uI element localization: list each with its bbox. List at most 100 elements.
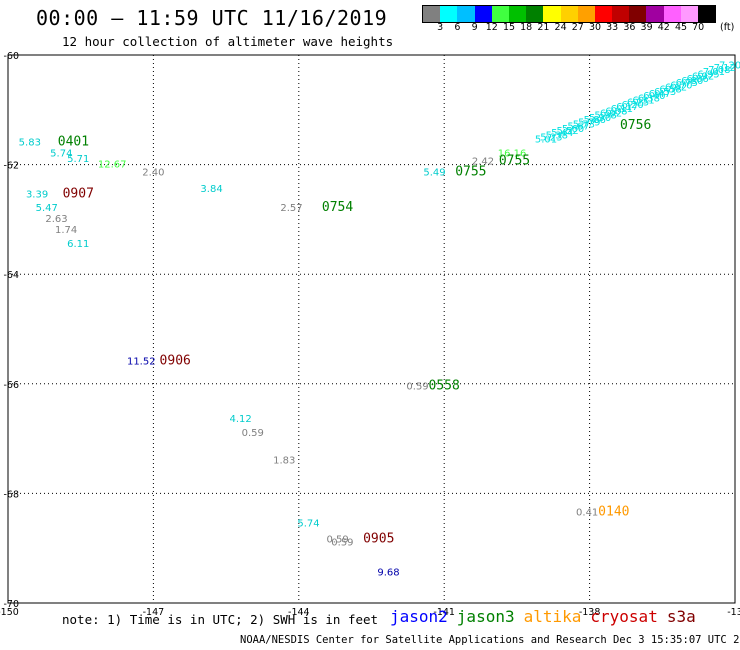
y-tick-label: -60 bbox=[3, 51, 19, 62]
track-value-label: 5.73 bbox=[573, 119, 595, 130]
color-swatch bbox=[491, 6, 509, 22]
wave-height-label: 2.63 bbox=[45, 214, 67, 225]
track-value-label: 6.92 bbox=[692, 72, 714, 83]
y-tick-label: -62 bbox=[3, 161, 19, 172]
color-swatch bbox=[663, 6, 681, 22]
track-value-label: 5.86 bbox=[584, 115, 606, 126]
track-value-label: 6.62 bbox=[665, 82, 687, 93]
legend-entry-altika: altika bbox=[523, 607, 582, 626]
wave-height-label: 5.74 bbox=[50, 148, 72, 159]
footer-note: note: 1) Time is in UTC; 2) SWH is in fe… bbox=[62, 612, 379, 627]
y-tick-label: -68 bbox=[3, 489, 19, 500]
color-swatch bbox=[457, 6, 475, 22]
pass-time-label: 0140 bbox=[598, 504, 629, 519]
track-value-label: 5.98 bbox=[594, 111, 616, 122]
page-title: 00:00 – 11:59 UTC 11/16/2019 bbox=[36, 6, 388, 30]
track-value-label: 5.23 bbox=[540, 133, 562, 144]
track-value-label: 5.90 bbox=[589, 113, 611, 124]
track-value-label: 6.08 bbox=[605, 106, 627, 117]
color-swatch bbox=[698, 6, 716, 22]
color-swatch bbox=[440, 6, 458, 22]
track-value-label: 6.20 bbox=[622, 100, 644, 111]
color-scale-tick-label: 70 bbox=[692, 22, 705, 33]
legend-entry-cryosat: cryosat bbox=[590, 607, 658, 626]
wave-height-label: 0.59 bbox=[242, 428, 264, 439]
wave-height-label: 2.57 bbox=[280, 203, 302, 214]
color-swatch bbox=[474, 6, 492, 22]
pass-time-label: 0754 bbox=[322, 200, 353, 215]
wave-height-label: 1.74 bbox=[55, 225, 77, 236]
track-value-label: 6.31 bbox=[632, 96, 654, 107]
pass-time-label: 0558 bbox=[429, 378, 460, 393]
wave-height-label: 6.11 bbox=[67, 239, 89, 250]
track-value-label: 5.67 bbox=[567, 122, 589, 133]
plot-frame bbox=[7, 54, 736, 604]
pass-time-label: 0755 bbox=[499, 154, 530, 169]
color-scale-tick-label: 39 bbox=[640, 22, 653, 33]
wave-height-label: 0.59 bbox=[406, 381, 428, 392]
wave-height-label: 11.52 bbox=[127, 357, 156, 368]
wave-height-label: 5.47 bbox=[36, 203, 58, 214]
color-scale-tick-label: 9 bbox=[471, 22, 478, 33]
track-value-label: 5.52 bbox=[557, 126, 579, 137]
track-value-label: 6.47 bbox=[649, 89, 671, 100]
color-scale-tick-label: 18 bbox=[520, 22, 533, 33]
track-value-label: 6.75 bbox=[676, 78, 698, 89]
color-scale-tick-label: 6 bbox=[454, 22, 461, 33]
color-scale-tick-label: 42 bbox=[657, 22, 670, 33]
color-scale-tick-label: 36 bbox=[623, 22, 636, 33]
track-value-label: 6.80 bbox=[681, 76, 703, 87]
track-value-label: 5.38 bbox=[546, 130, 568, 141]
x-tick-label: -138 bbox=[579, 607, 601, 618]
pass-time-label: 0905 bbox=[363, 532, 394, 547]
x-tick-label: -147 bbox=[143, 607, 165, 618]
track-value-label: 6.95 bbox=[697, 69, 719, 80]
footer-credit: NOAA/NESDIS Center for Satellite Applica… bbox=[240, 634, 740, 646]
x-tick-label: -144 bbox=[288, 607, 310, 618]
legend-entry-s3a: s3a bbox=[666, 607, 696, 626]
color-swatch bbox=[526, 6, 544, 22]
wave-height-label: 0.59 bbox=[331, 537, 353, 548]
wave-height-label: 3.84 bbox=[200, 184, 222, 195]
color-scale-tick-label: 27 bbox=[571, 22, 584, 33]
color-swatch bbox=[612, 6, 630, 22]
color-swatch bbox=[560, 6, 578, 22]
wave-height-label: 5.83 bbox=[19, 137, 41, 148]
track-value-label: 6.58 bbox=[659, 85, 681, 96]
track-value-label: 6.53 bbox=[654, 87, 676, 98]
track-value-label: 6.11 bbox=[611, 104, 633, 115]
track-value-label: 7.12 bbox=[714, 63, 736, 74]
track-value-label: 5.44 bbox=[551, 128, 573, 139]
wave-height-label: 4.12 bbox=[230, 414, 252, 425]
track-value-label: 6.25 bbox=[627, 98, 649, 109]
x-tick-label: -141 bbox=[433, 607, 455, 618]
wave-height-label: 5.49 bbox=[423, 168, 445, 179]
track-value-label: 6.70 bbox=[670, 80, 692, 91]
track-value-label: 6.40 bbox=[643, 91, 665, 102]
wave-height-label: 3.39 bbox=[26, 189, 48, 200]
wave-height-label: 12.67 bbox=[98, 159, 127, 170]
track-value-label: 5.60 bbox=[562, 124, 584, 135]
color-scale-tick-label: 3 bbox=[437, 22, 444, 33]
track-value-label: 7.20 bbox=[719, 61, 740, 72]
legend-entry-jason3: jason3 bbox=[456, 607, 515, 626]
pass-time-label: 0907 bbox=[63, 186, 94, 201]
track-value-label: 6.02 bbox=[600, 109, 622, 120]
track-value-label: 7.08 bbox=[708, 65, 730, 76]
legend-entry-jason2: jason2 bbox=[390, 607, 448, 626]
color-scale-tick-label: 30 bbox=[588, 22, 602, 33]
satellite-legend: jason2 jason3 altika cryosat s3a bbox=[390, 607, 705, 626]
wave-height-label: 0.41 bbox=[576, 507, 598, 518]
page-subtitle: 12 hour collection of altimeter wave hei… bbox=[62, 34, 394, 49]
y-tick-label: -70 bbox=[3, 599, 19, 610]
track-value-label: 7.01 bbox=[703, 67, 725, 78]
track-value-label: 5.01 bbox=[535, 135, 557, 146]
y-tick-label: -66 bbox=[3, 380, 19, 391]
color-swatch bbox=[629, 6, 647, 22]
color-scale-tick-label: 45 bbox=[674, 22, 688, 33]
pass-time-label: 0756 bbox=[620, 118, 651, 133]
track-value-label: 5.79 bbox=[578, 117, 600, 128]
wave-height-label: 1.83 bbox=[273, 455, 295, 466]
color-swatch bbox=[423, 6, 441, 22]
